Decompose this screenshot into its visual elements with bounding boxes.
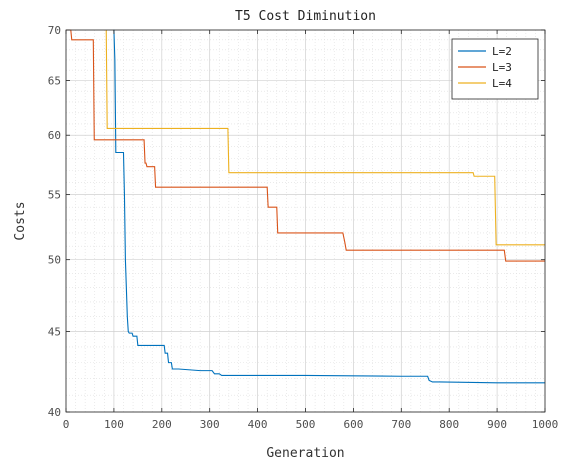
- x-tick-label: 800: [439, 418, 459, 431]
- x-axis-label: Generation: [266, 446, 344, 461]
- series-lines: [66, 29, 545, 384]
- x-tick-label: 700: [391, 418, 411, 431]
- y-tick-label: 45: [48, 326, 61, 339]
- y-tick-label: 60: [48, 129, 61, 142]
- legend-label: L=3: [492, 61, 512, 74]
- x-tick-label: 200: [152, 418, 172, 431]
- y-tick-label: 50: [48, 254, 61, 267]
- x-tick-label: 300: [200, 418, 220, 431]
- x-tick-label: 1000: [532, 418, 559, 431]
- y-axis-label: Costs: [13, 201, 28, 240]
- legend-box: [451, 38, 539, 100]
- y-tick-label: 65: [48, 75, 61, 88]
- y-tick-label: 40: [48, 406, 61, 419]
- legend-label: L=2: [492, 45, 512, 58]
- y-tick-label: 70: [48, 24, 61, 37]
- x-tick-label: 600: [343, 418, 363, 431]
- axis-ticks: 0 100 200 300 400 500 600 700 800 900 1000 40 45 50 55…: [48, 24, 559, 431]
- x-tick-label: 100: [104, 418, 124, 431]
- legend: L=2 L=3 L=4: [451, 38, 539, 100]
- x-tick-label: 400: [248, 418, 268, 431]
- series-line-l-3: [66, 29, 545, 262]
- chart-title: T5 Cost Diminution: [235, 9, 376, 24]
- grid-lines: [65, 29, 546, 413]
- x-tick-label: 500: [296, 418, 316, 431]
- x-tick-label: 900: [487, 418, 507, 431]
- y-tick-label: 55: [48, 189, 61, 202]
- series-line-l-2: [113, 29, 545, 384]
- legend-label: L=4: [492, 77, 512, 90]
- series-line-l-4: [105, 29, 545, 246]
- x-tick-label: 0: [63, 418, 70, 431]
